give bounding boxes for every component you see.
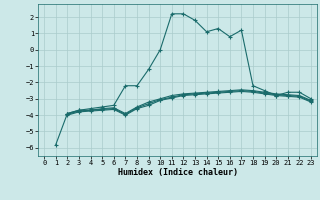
X-axis label: Humidex (Indice chaleur): Humidex (Indice chaleur) (118, 168, 238, 177)
